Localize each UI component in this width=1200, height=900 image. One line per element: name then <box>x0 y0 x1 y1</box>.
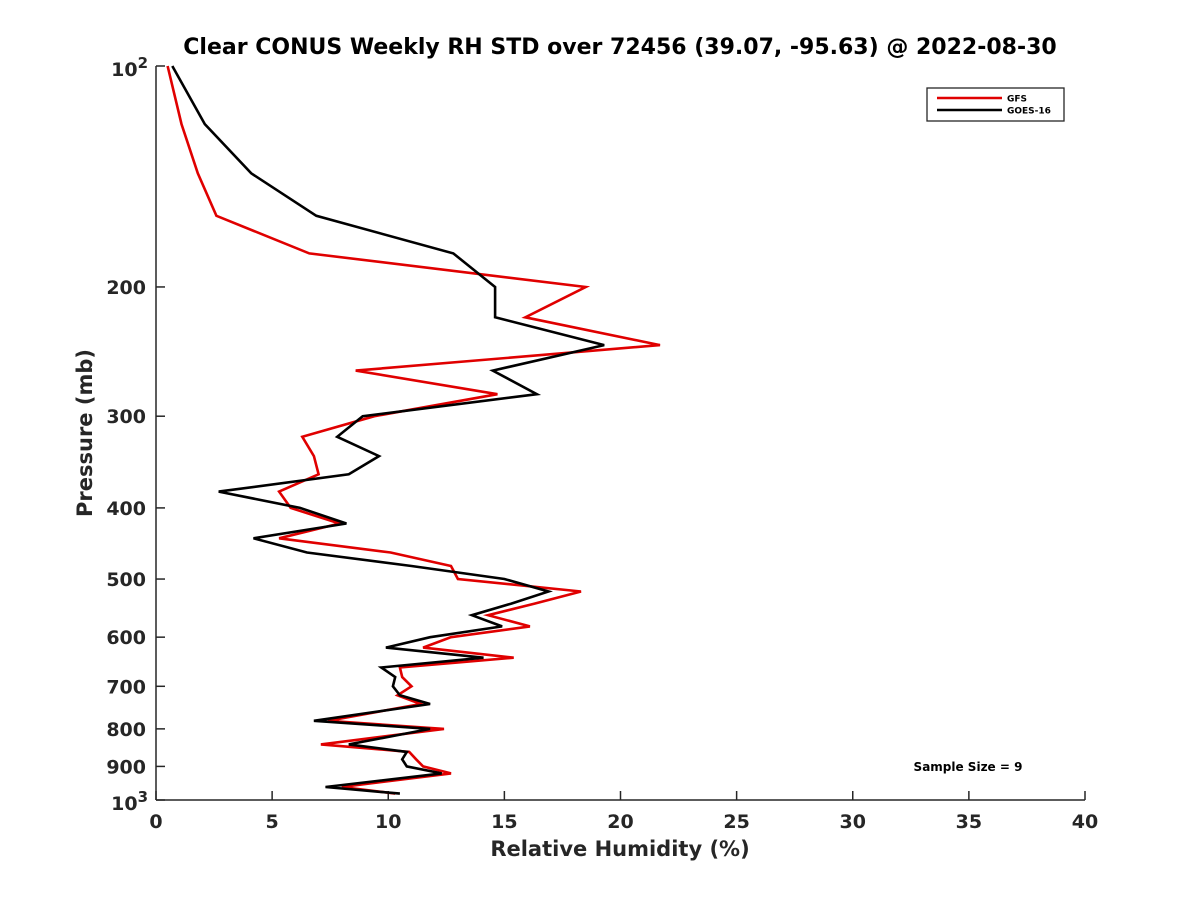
y-tick-label: 900 <box>106 756 146 778</box>
y-axis-label: Pressure (mb) <box>73 349 97 517</box>
y-tick-label: 300 <box>106 406 146 428</box>
y-tick-label: 700 <box>106 676 146 698</box>
y-tick-label: 103 <box>111 788 148 815</box>
x-tick-label: 0 <box>149 811 162 833</box>
legend: GFS GOES-16 <box>926 87 1065 122</box>
legend-label: GOES-16 <box>1007 107 1051 117</box>
x-tick-label: 25 <box>723 811 749 833</box>
sample-size-annotation: Sample Size = 9 <box>914 760 1023 774</box>
y-tick-label: 200 <box>106 277 146 299</box>
x-tick-label: 30 <box>840 811 866 833</box>
series-line-gfs <box>166 65 661 795</box>
x-tick-label: 40 <box>1072 811 1098 833</box>
x-tick-label: 20 <box>607 811 633 833</box>
x-tick-label: 35 <box>956 811 982 833</box>
x-tick-label: 15 <box>491 811 517 833</box>
x-tick-label: 10 <box>375 811 401 833</box>
legend-label: GFS <box>1007 95 1027 105</box>
y-tick-label: 400 <box>106 498 146 520</box>
series-line-goes-16 <box>171 65 605 795</box>
x-axis-label: Relative Humidity (%) <box>490 837 749 861</box>
x-tick-label: 5 <box>266 811 279 833</box>
axes: 0 5 10 15 20 25 30 35 40 102 200 300 400 500 600 700 800… <box>106 54 1098 833</box>
legend-box <box>926 87 1065 122</box>
y-tick-label: 102 <box>111 54 148 81</box>
y-tick-label: 800 <box>106 719 146 741</box>
y-tick-label: 600 <box>106 627 146 649</box>
chart-title: Clear CONUS Weekly RH STD over 72456 (39… <box>183 35 1056 60</box>
y-tick-label: 500 <box>106 569 146 591</box>
series-lines <box>166 65 661 795</box>
